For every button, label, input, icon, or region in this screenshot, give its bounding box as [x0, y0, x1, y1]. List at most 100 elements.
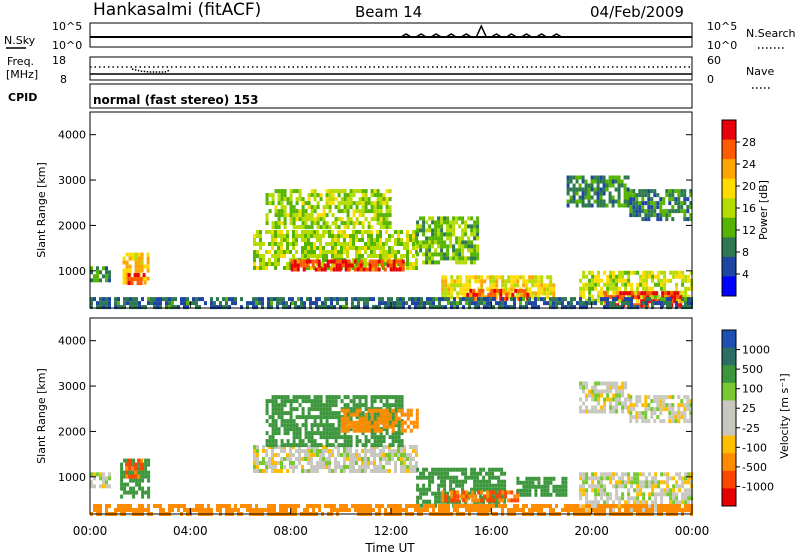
power-cell [108, 270, 111, 275]
power-cell [259, 242, 262, 246]
velocity-cell [678, 504, 681, 508]
velocity-cell [283, 465, 286, 469]
velocity-cell [364, 435, 368, 440]
velocity-cell [343, 453, 346, 457]
power-cell [379, 254, 382, 258]
power-cell [140, 264, 144, 269]
power-cell [415, 258, 418, 262]
power-cell [519, 297, 522, 302]
power-cell [449, 236, 453, 241]
power-cell [446, 248, 450, 253]
velocity-cell [292, 469, 295, 473]
power-cell [335, 267, 339, 272]
velocity-cell [414, 508, 417, 512]
velocity-cell [280, 411, 284, 416]
power-cell [467, 224, 471, 229]
power-cell [382, 266, 385, 270]
power-cell [465, 287, 469, 292]
power-cell [411, 297, 414, 302]
power-cell [393, 301, 396, 306]
velocity-cell [591, 476, 595, 481]
power-cell [638, 205, 642, 210]
power-cell [328, 250, 331, 254]
power-cell [361, 209, 365, 214]
power-cell [611, 179, 615, 184]
power-cell [483, 301, 486, 306]
power-cell [286, 242, 289, 246]
velocity-cell [452, 479, 456, 484]
y-tick-label: 1000 [58, 265, 86, 278]
power-cell [677, 193, 681, 198]
velocity-cell [304, 443, 308, 448]
power-cell [274, 238, 277, 242]
power-cell [449, 228, 453, 233]
velocity-cell [301, 415, 305, 420]
power-cell [531, 301, 534, 306]
velocity-cell [660, 480, 664, 485]
velocity-cell [125, 470, 129, 475]
power-cell [462, 291, 466, 296]
velocity-cell [358, 416, 362, 421]
power-cell [629, 209, 633, 214]
velocity-cell [615, 389, 619, 394]
velocity-cell [222, 504, 225, 508]
velocity-cell [271, 419, 275, 424]
velocity-cell [672, 484, 676, 489]
velocity-cell [409, 420, 413, 425]
power-cell [549, 291, 553, 296]
power-cell [594, 278, 598, 283]
power-cell [312, 301, 315, 306]
velocity-cell [615, 405, 619, 410]
power-cell [324, 301, 327, 306]
velocity-cell [283, 403, 287, 408]
power-cell [683, 197, 687, 202]
velocity-cell [494, 487, 498, 492]
power-cell [456, 279, 460, 284]
power-cell [366, 297, 369, 302]
power-cell [458, 244, 462, 249]
power-cell [283, 254, 286, 258]
velocity-cell [262, 457, 265, 461]
power-cell [566, 179, 570, 184]
velocity-cell [683, 415, 687, 420]
power-cell [461, 260, 465, 265]
velocity-cell [99, 484, 102, 489]
velocity-cell [274, 465, 277, 469]
velocity-cell [473, 467, 477, 472]
power-cell [440, 224, 444, 229]
power-cell [255, 297, 258, 302]
power-cell [543, 291, 547, 296]
power-cell [647, 189, 651, 194]
power-cell [283, 266, 286, 270]
velocity-cell [144, 466, 148, 471]
power-cell [486, 305, 489, 310]
power-cell [634, 295, 638, 300]
power-cell [294, 301, 297, 306]
velocity-cell [328, 461, 331, 465]
velocity-cell [328, 395, 332, 400]
power-cell [602, 183, 606, 188]
power-cell [458, 252, 462, 257]
velocity-cell [313, 453, 316, 457]
velocity-cell [265, 431, 269, 436]
power-cell [543, 283, 547, 288]
power-cell [687, 278, 691, 283]
colorbar-swatch [722, 256, 736, 277]
power-cell [271, 262, 274, 266]
power-cell [102, 297, 105, 302]
velocity-cell [537, 504, 540, 508]
velocity-cell [307, 461, 310, 465]
power-cell [165, 301, 168, 306]
colorbar-tick-label: 1000 [742, 344, 770, 357]
velocity-cell [426, 508, 429, 512]
power-cell [513, 275, 517, 280]
power-cell [128, 268, 132, 273]
power-cell [316, 201, 320, 206]
power-cell [316, 246, 319, 250]
power-cell [289, 242, 292, 246]
power-cell [387, 301, 390, 306]
velocity-cell [298, 461, 301, 465]
velocity-cell [310, 439, 314, 444]
velocity-cell [334, 395, 338, 400]
power-cell [337, 238, 340, 242]
